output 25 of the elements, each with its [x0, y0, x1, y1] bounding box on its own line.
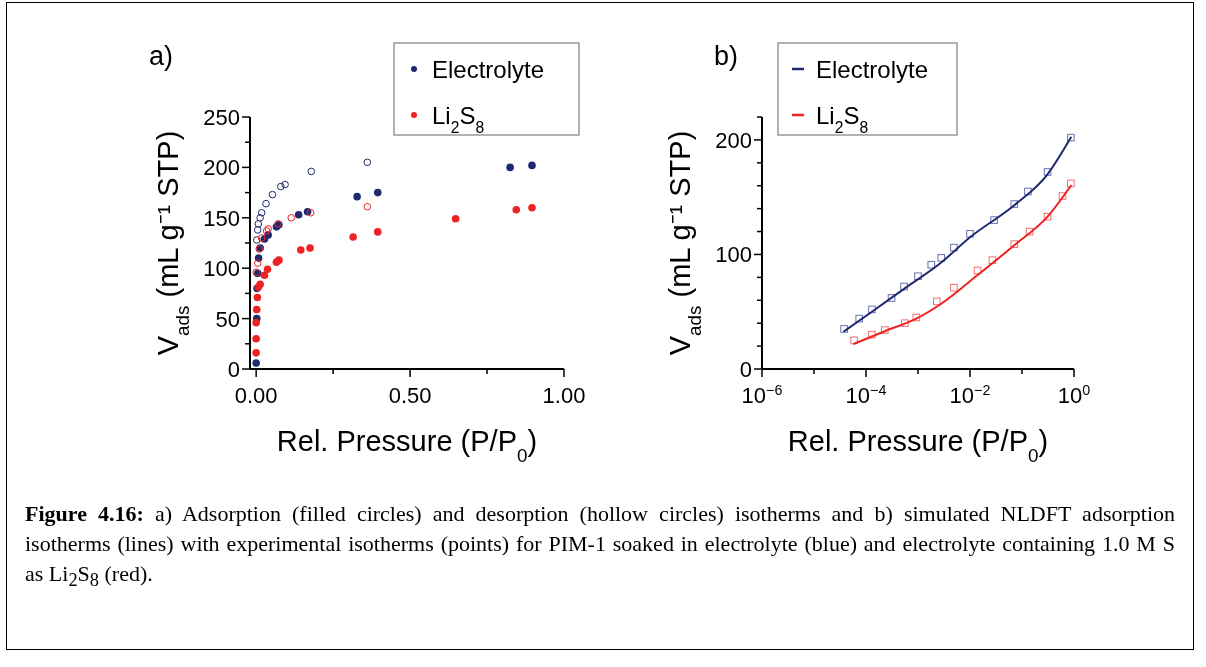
x-tick-label: 1.00: [542, 383, 586, 408]
legend-label: Electrolyte: [432, 56, 545, 83]
y-tick-label: 200: [715, 127, 752, 153]
x-axis-title: Rel. Pressure (P/P$_{0}$): [787, 425, 1049, 466]
y-tick-label: 100: [715, 242, 752, 268]
x-tick-label: 10$^{−4}$: [845, 382, 887, 408]
y-tick-label: 150: [203, 205, 240, 231]
y-tick-label: 50: [215, 306, 240, 332]
chart-title: b): [714, 41, 739, 71]
x-tick-label: 10$^{−2}$: [949, 382, 991, 408]
y-tick-label: 0: [227, 357, 240, 382]
chart-title: a): [149, 41, 174, 71]
x-tick-label: 0.50: [388, 383, 432, 408]
y-tick-label: 250: [203, 105, 240, 130]
x-axis-title: Rel. Pressure (P/P$_{0}$): [276, 425, 538, 466]
x-tick-label: 0.00: [234, 383, 278, 408]
x-tick-label: 10$^{−6}$: [741, 382, 783, 408]
y-tick-label: 100: [203, 256, 240, 282]
legend-label: Li$_{2}$S$_{8}$: [432, 102, 485, 136]
y-tick-label: 0: [739, 357, 752, 382]
legend-label: Li$_{2}$S$_{8}$: [816, 102, 869, 136]
caption: Figure 4.16: a) Adsorption (filled circles) and desorption (hollow circles) isotherms and b) simulated NLDFT adsorption isotherms (lines) with experimental isotherms (points) for PIM-1 soaked in electrolyte (blue) and electrolyte containing 1.0 M S as Li$_{2}$S$_{8}$ (red).: [25, 501, 1175, 591]
y-tick-label: 200: [203, 155, 240, 181]
x-tick-label: 10$^{0}$: [1057, 382, 1091, 408]
legend-label: Electrolyte: [816, 56, 929, 83]
